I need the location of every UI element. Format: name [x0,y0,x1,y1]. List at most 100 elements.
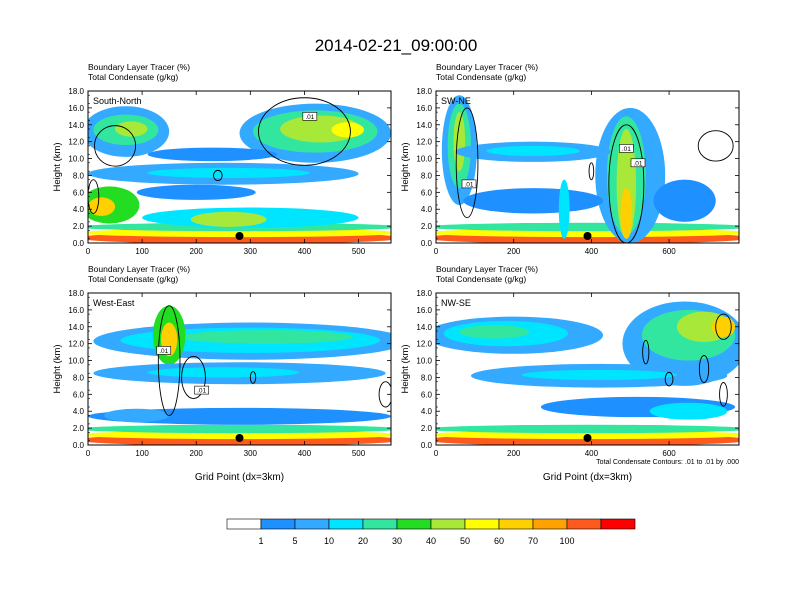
panel-south-north: .01 0.0 2.0 4.0 6.0 8.0 10.0 12.0 14.0 16.0 18.0 0 1… [52,62,392,256]
panel-label: NW-SE [441,298,471,308]
contour-line [181,355,206,400]
x-tick-label: 200 [507,449,521,458]
x-axis-label: Grid Point (dx=3km) [195,472,284,483]
x-tick-label: 200 [190,449,204,458]
contour-label-box [619,144,634,153]
colorbar-swatch [498,518,534,530]
contour-line [94,125,137,167]
colorbar-swatch [260,518,296,530]
y-axis-label: Height (km) [400,142,411,191]
panel-label: SW-NE [441,96,471,106]
tracer-shading [653,179,716,222]
panel-title-tracer: Boundary Layer Tracer (%) [436,62,538,72]
tracer-field [88,103,391,243]
contour-label: .01 [159,348,168,355]
y-tick-label: 2.0 [421,424,433,433]
location-marker [235,434,244,442]
y-tick-label: 6.0 [73,188,85,197]
y-tick-label: 12.0 [416,138,432,147]
contour-line [715,313,732,340]
x-tick-label: 400 [298,247,312,256]
contour-line [157,305,181,416]
contour-label: .01 [464,181,473,188]
y-tick-label: 6.0 [73,390,85,399]
panel-west-east: .01 .01 0.0 2.0 4.0 6.0 8.0 10.0 12.0 14.0 16.0 18.… [52,264,392,483]
y-tick-label: 18.0 [68,87,84,96]
contour-line [378,381,391,408]
contour-line [698,355,710,383]
y-tick-label: 14.0 [416,323,432,332]
tracer-shading [88,424,391,434]
contour-line [88,179,100,214]
contour-label: .01 [633,160,642,167]
y-tick-label: 6.0 [421,390,433,399]
y-tick-label: 2.0 [421,222,433,231]
colorbar-swatch [430,518,466,530]
panel-title-condensate: Total Condensate (g/kg) [88,72,178,82]
y-tick-label: 12.0 [68,340,84,349]
x-tick-label: 200 [190,247,204,256]
x-tick-label: 0 [434,247,439,256]
panels: .01 0.0 2.0 4.0 6.0 8.0 10.0 12.0 14.0 16.0 18.0 0 1… [52,62,740,483]
colorbar-swatch [362,518,398,530]
main-title: 2014-02-21_09:00:00 [315,36,478,55]
x-tick-label: 0 [86,247,91,256]
tracer-shading [521,369,677,380]
contour-line [455,107,479,219]
tracer-shading [190,211,267,227]
contour-line [642,339,650,365]
y-tick-label: 10.0 [68,357,84,366]
x-tick-label: 500 [352,449,366,458]
y-tick-label: 18.0 [68,289,84,298]
panel-title-tracer: Boundary Layer Tracer (%) [436,264,538,274]
x-tick-label: 0 [434,449,439,458]
y-tick-label: 0.0 [73,239,85,248]
contour-label-box [461,179,477,189]
y-tick-label: 4.0 [73,407,85,416]
panel-label: South-North [93,96,142,106]
tracer-shading [104,408,170,423]
contour-line [664,371,674,387]
tracer-field [436,95,739,243]
y-tick-label: 2.0 [73,424,85,433]
location-marker [235,232,244,240]
y-tick-label: 16.0 [68,104,84,113]
colorbar-label: 1 [258,536,263,546]
tracer-shading [453,112,466,172]
contour-line [588,162,595,181]
contour-footnote: Total Condensate Contours: .01 to .01 by… [596,459,739,466]
x-tick-label: 600 [662,449,676,458]
tracer-shading [649,402,728,420]
tracer-shading [459,325,530,339]
plot-frame [87,292,392,446]
colorbar-label: 100 [559,536,574,546]
contour-label: .01 [305,114,314,121]
colorbar-swatch [294,518,330,530]
condensate-contours [88,97,351,214]
x-tick-label: 300 [244,449,258,458]
y-tick-label: 14.0 [68,323,84,332]
tracer-shading [436,424,739,434]
tracer-field [436,301,739,445]
y-tick-label: 10.0 [416,155,432,164]
panel-nw-se: 0.0 2.0 4.0 6.0 8.0 10.0 12.0 14.0 16.0 18.0 0 200 4… [400,264,740,483]
panel-sw-ne: .01.01.010.02.04.06.08.010.012.014.016.0… [400,62,740,256]
tracer-shading [463,188,604,214]
y-tick-label: 0.0 [421,239,433,248]
location-marker [583,232,592,240]
colorbar: 1 5 10 20 30 40 50 60 70 100 [226,518,636,546]
colorbar-label: 30 [392,536,402,546]
tracer-shading [88,197,116,216]
y-tick-label: 14.0 [416,121,432,130]
x-tick-label: 500 [352,247,366,256]
y-tick-label: 12.0 [68,138,84,147]
y-tick-label: 18.0 [416,289,432,298]
colorbar-swatch [600,518,636,530]
x-tick-label: 200 [507,247,521,256]
colorbar-label: 40 [426,536,436,546]
x-tick-label: 100 [135,449,149,458]
y-tick-label: 18.0 [416,87,432,96]
tracer-shading [436,222,739,232]
tracer-shading [147,367,300,378]
plot-frame [435,292,740,446]
